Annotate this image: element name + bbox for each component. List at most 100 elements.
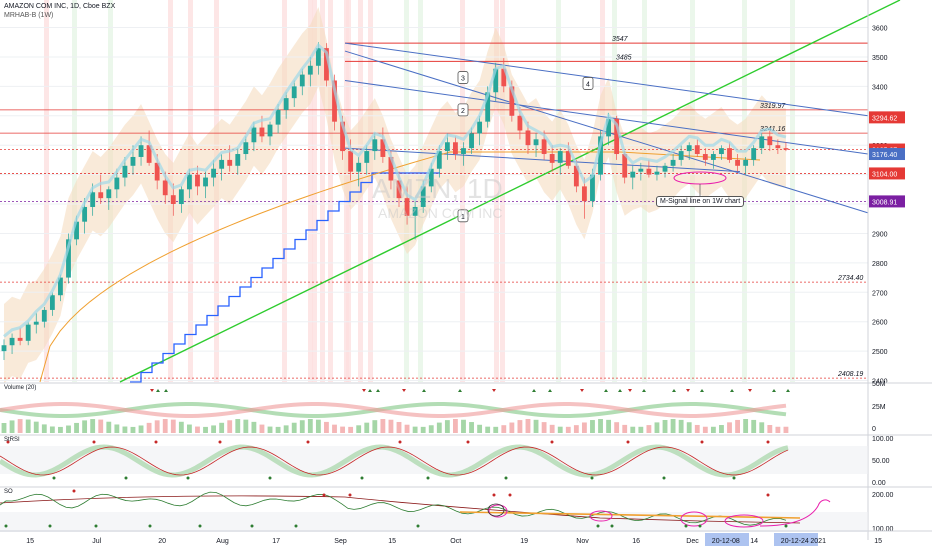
so-dot bbox=[4, 524, 8, 528]
volume-bar bbox=[396, 421, 402, 433]
candle-body bbox=[259, 127, 265, 137]
level-label: 2734.40 bbox=[837, 275, 863, 282]
signal-arrow bbox=[156, 389, 160, 392]
candle-body bbox=[670, 159, 676, 166]
candle-body bbox=[598, 136, 603, 175]
stochrsi-y-tick: 50.00 bbox=[872, 458, 890, 465]
volume-bar bbox=[670, 419, 676, 433]
x-tick-label: 15 bbox=[874, 538, 882, 545]
volume-bar bbox=[525, 419, 531, 433]
so-dot bbox=[698, 524, 702, 528]
trendline-blue bbox=[344, 42, 869, 117]
x-tick-label: 2021 bbox=[810, 538, 826, 545]
volume-bar bbox=[630, 426, 636, 433]
volume-bar bbox=[146, 422, 152, 433]
volume-bar bbox=[58, 426, 63, 433]
candle-body bbox=[662, 165, 668, 172]
price-tag bbox=[869, 148, 905, 161]
volume-bar bbox=[590, 420, 595, 433]
candle-body bbox=[1, 345, 7, 352]
volume-bar bbox=[662, 419, 668, 433]
candle-body bbox=[154, 162, 160, 181]
candle-body bbox=[33, 321, 39, 325]
price-tag bbox=[869, 167, 905, 180]
stochrsi-dot bbox=[398, 440, 402, 444]
volume-bar bbox=[719, 425, 724, 433]
candle-body bbox=[283, 98, 289, 110]
so-highlight-ellipse bbox=[680, 511, 708, 527]
volume-bar bbox=[130, 426, 136, 433]
volume-bar bbox=[49, 426, 55, 433]
x-tick-label: Dec bbox=[686, 538, 699, 545]
signal-arrow bbox=[686, 389, 690, 392]
stochrsi-dot bbox=[550, 440, 554, 444]
stochrsi-d bbox=[0, 446, 789, 476]
so-dot bbox=[294, 524, 298, 528]
so-y-tick: 100.00 bbox=[872, 526, 894, 533]
trendline-blue bbox=[344, 147, 741, 173]
signal-arrow bbox=[700, 389, 704, 392]
volume-bar bbox=[275, 426, 281, 433]
candle-body bbox=[90, 192, 96, 207]
volume-bar bbox=[138, 425, 144, 433]
signal-arrow bbox=[628, 389, 632, 392]
candle-body bbox=[364, 151, 370, 163]
candle-body bbox=[420, 186, 426, 207]
signal-arrow bbox=[604, 389, 608, 392]
volume-bar bbox=[178, 421, 184, 433]
stochrsi-dot bbox=[306, 440, 310, 444]
wave-label: 4 bbox=[586, 81, 590, 88]
highlight-stripe bbox=[312, 0, 317, 382]
candle-body bbox=[694, 145, 700, 155]
candle-body bbox=[719, 148, 724, 155]
volume-bar bbox=[461, 419, 466, 433]
signal-arrow bbox=[672, 389, 676, 392]
candle-body bbox=[291, 86, 297, 99]
volume-bar bbox=[227, 420, 233, 433]
volume-bar bbox=[727, 422, 732, 433]
level-label: 2408.19 bbox=[837, 371, 863, 378]
stochrsi-dot bbox=[52, 476, 56, 480]
volume-bar bbox=[702, 426, 708, 433]
wave-label: 3 bbox=[461, 76, 465, 83]
stochrsi-k bbox=[0, 444, 789, 478]
stochrsi-y-tick: 100.00 bbox=[872, 436, 894, 443]
candle-body bbox=[461, 148, 466, 155]
volume-bar bbox=[33, 421, 39, 433]
watermark-name: AMAZON COM INC bbox=[378, 205, 502, 221]
candle-body bbox=[678, 151, 684, 160]
volume-bar bbox=[549, 424, 555, 433]
x-tick-label: 16 bbox=[632, 538, 640, 545]
stochrsi-dot bbox=[268, 476, 272, 480]
candle-body bbox=[485, 92, 491, 122]
so-highlight-ellipse bbox=[589, 510, 613, 522]
candle-body bbox=[404, 198, 410, 216]
candle-body bbox=[702, 154, 708, 160]
volume-bar bbox=[307, 419, 313, 433]
signal-arrow bbox=[376, 389, 380, 392]
volume-bar bbox=[654, 422, 660, 433]
volume-y-tick: 0 bbox=[872, 426, 876, 433]
candle-body bbox=[581, 186, 587, 202]
signal-arrow bbox=[748, 389, 752, 392]
volume-pane-title: Volume (20) bbox=[4, 385, 37, 391]
candle-body bbox=[372, 139, 378, 152]
candle-body bbox=[686, 145, 692, 152]
signal-arrow bbox=[642, 389, 646, 392]
candle-body bbox=[509, 86, 515, 116]
volume-bar bbox=[41, 424, 47, 433]
so-pane-title: SO bbox=[4, 489, 13, 495]
candle-body bbox=[130, 156, 136, 166]
volume-bar bbox=[90, 419, 96, 433]
stochrsi-dot bbox=[186, 476, 190, 480]
volume-bar bbox=[501, 425, 507, 433]
x-tick-label: Nov bbox=[576, 538, 589, 545]
candle-body bbox=[469, 133, 474, 149]
candle-body bbox=[573, 165, 579, 187]
so-highlight-ellipse bbox=[724, 514, 764, 528]
volume-bar bbox=[315, 419, 321, 433]
volume-bar bbox=[356, 425, 362, 433]
x-tick-label: 20 bbox=[158, 538, 166, 545]
signal-arrow bbox=[458, 389, 462, 392]
